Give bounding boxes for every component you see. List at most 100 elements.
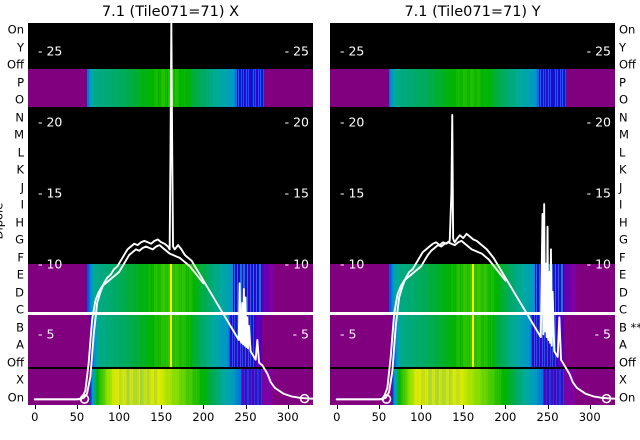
xtick-mark bbox=[547, 405, 549, 409]
highlight-line bbox=[169, 315, 172, 367]
yaxis-category-label: On bbox=[619, 22, 636, 37]
xtick-label: 50 bbox=[69, 410, 85, 424]
xtick-label: 200 bbox=[192, 410, 215, 424]
trace-path bbox=[33, 23, 313, 401]
yaxis-category-label: A bbox=[619, 337, 627, 352]
trace-line-x bbox=[33, 23, 313, 404]
yaxis-categories-right: On Y Off P O N M L K J I H G F E D C B ** A Off X On bbox=[616, 23, 640, 405]
yaxis-category-label: I bbox=[20, 197, 24, 212]
panel-title-left: 7.1 (Tile071=71) X bbox=[101, 4, 240, 20]
yaxis-category-label: On bbox=[7, 390, 24, 405]
heatmap-band bbox=[330, 315, 615, 367]
xtick-label: 200 bbox=[494, 410, 517, 424]
trace-line-y bbox=[335, 114, 615, 404]
yaxis-category-label: B bbox=[16, 320, 24, 335]
yaxis-category-label: M bbox=[14, 127, 24, 142]
yaxis-category-label: O bbox=[14, 92, 24, 107]
yaxis-category-label: M bbox=[619, 127, 629, 142]
xtick-label: 300 bbox=[578, 410, 601, 424]
yaxis-categories-left: On Y Off P O N M L K J I H G F E D C B A Off X On bbox=[0, 23, 26, 405]
yaxis-category-label: F bbox=[619, 250, 626, 265]
xtick-label: 300 bbox=[276, 410, 299, 424]
highlight-line bbox=[471, 315, 474, 367]
xtick-mark bbox=[287, 405, 289, 409]
highlight-line bbox=[169, 263, 172, 314]
highlight-line bbox=[471, 263, 474, 314]
yaxis-category-label: G bbox=[15, 232, 24, 247]
plot-panel-y[interactable]: - 25- 25- 20- 20- 15- 15- 10- 10- 5- 5 bbox=[330, 23, 615, 405]
yaxis-category-label: J bbox=[20, 179, 24, 194]
xtick-mark bbox=[421, 405, 423, 409]
trace-path bbox=[33, 244, 205, 401]
yaxis-category-label: D bbox=[619, 285, 628, 300]
xaxis-left: 0 50 100 150 200 250 300 bbox=[28, 405, 313, 435]
xtick-label: 150 bbox=[452, 410, 475, 424]
yaxis-category-label: E bbox=[619, 267, 627, 282]
yaxis-category-label: X bbox=[16, 372, 24, 387]
xtick-label: 0 bbox=[31, 410, 39, 424]
yaxis-category-label: B ** bbox=[619, 320, 640, 335]
heatmap-band bbox=[330, 263, 615, 314]
xaxis-right: 0 50 100 150 200 250 300 bbox=[330, 405, 615, 435]
xtick-mark bbox=[161, 405, 163, 409]
xtick-label: 100 bbox=[410, 410, 433, 424]
xtick-label: 0 bbox=[333, 410, 341, 424]
trace-marker bbox=[79, 394, 90, 404]
trace-path bbox=[335, 114, 615, 401]
xtick-label: 250 bbox=[536, 410, 559, 424]
yaxis-category-label: P bbox=[619, 74, 626, 89]
yaxis-category-label: N bbox=[15, 109, 24, 124]
yaxis-category-label: G bbox=[619, 232, 628, 247]
yaxis-category-label: C bbox=[619, 302, 628, 317]
xtick-mark bbox=[505, 405, 507, 409]
xtick-mark bbox=[203, 405, 205, 409]
trace-path bbox=[335, 239, 507, 401]
yaxis-category-label: E bbox=[16, 267, 24, 282]
heatmap-band bbox=[28, 315, 313, 367]
panel-title-right: 7.1 (Tile071=71) Y bbox=[404, 4, 541, 20]
trace-marker bbox=[601, 393, 612, 404]
yaxis-category-label: Off bbox=[619, 355, 636, 370]
yaxis-category-label: Off bbox=[619, 57, 636, 72]
xtick-mark bbox=[34, 405, 36, 409]
yaxis-category-label: K bbox=[619, 162, 627, 177]
yaxis-category-label: C bbox=[15, 302, 24, 317]
trace-marker bbox=[381, 394, 392, 404]
yaxis-category-label: P bbox=[17, 74, 24, 89]
xtick-mark bbox=[589, 405, 591, 409]
trace-marker bbox=[299, 393, 310, 404]
yaxis-category-label: X bbox=[619, 372, 627, 387]
heatmap-band bbox=[330, 68, 615, 108]
yaxis-category-label: On bbox=[619, 390, 636, 405]
yaxis-category-label: L bbox=[17, 144, 24, 159]
xtick-mark bbox=[336, 405, 338, 409]
xtick-mark bbox=[463, 405, 465, 409]
separator-line bbox=[28, 312, 615, 315]
yaxis-category-label: J bbox=[619, 179, 623, 194]
yaxis-category-label: N bbox=[619, 109, 628, 124]
yaxis-category-label: K bbox=[16, 162, 24, 177]
heatmap-band bbox=[28, 263, 313, 314]
xtick-label: 100 bbox=[108, 410, 131, 424]
yaxis-category-label: D bbox=[15, 285, 24, 300]
yaxis-category-label: H bbox=[619, 215, 628, 229]
yaxis-category-label: On bbox=[7, 22, 24, 37]
xtick-mark bbox=[119, 405, 121, 409]
plot-panel-x[interactable]: - 25- 25- 20- 20- 15- 15- 10- 10- 5- 5 bbox=[28, 23, 313, 405]
xtick-mark bbox=[245, 405, 247, 409]
yaxis-category-label: A bbox=[16, 337, 24, 352]
yaxis-category-label: L bbox=[619, 144, 626, 159]
yaxis-category-label: O bbox=[619, 92, 629, 107]
yaxis-category-label: H bbox=[15, 215, 24, 229]
xtick-label: 50 bbox=[371, 410, 387, 424]
yaxis-category-label: Y bbox=[619, 39, 627, 54]
yaxis-category-label: Off bbox=[7, 355, 24, 370]
yaxis-category-label: I bbox=[619, 197, 623, 212]
yaxis-category-label: Off bbox=[7, 57, 24, 72]
xtick-label: 250 bbox=[234, 410, 257, 424]
xtick-label: 150 bbox=[150, 410, 173, 424]
yaxis-category-label: Y bbox=[16, 39, 24, 54]
xtick-mark bbox=[76, 405, 78, 409]
xtick-mark bbox=[378, 405, 380, 409]
